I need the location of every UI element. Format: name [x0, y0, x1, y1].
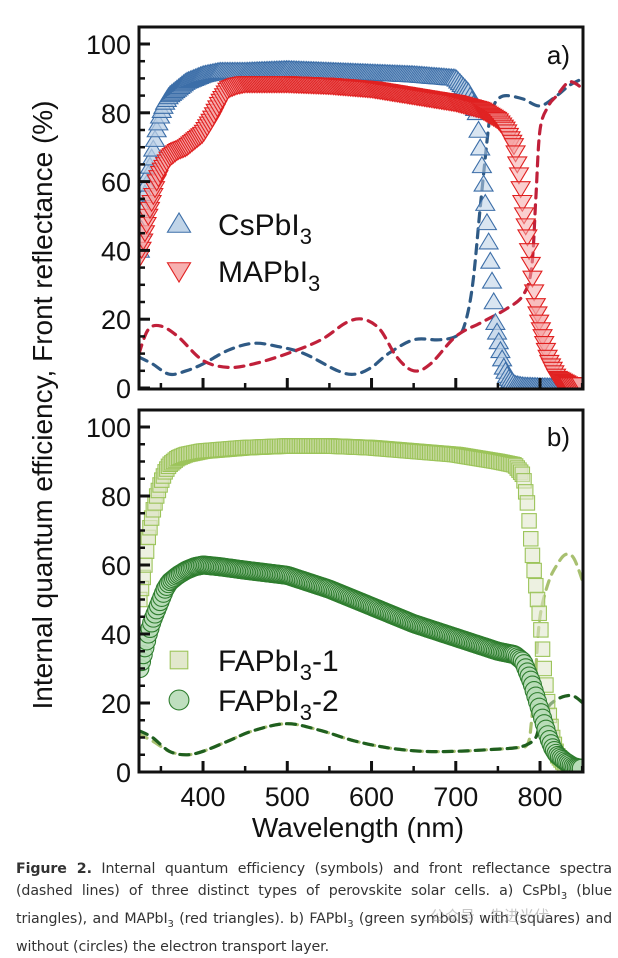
data-point	[139, 543, 155, 559]
data-point	[481, 271, 503, 289]
data-point	[511, 194, 533, 213]
reflectance-line	[139, 80, 583, 373]
y-axis-label: Internal quantum efficiency, Front refle…	[27, 100, 58, 709]
x-tick-label: 700	[433, 782, 478, 812]
data-point	[469, 138, 491, 156]
legend-marker	[168, 689, 190, 711]
data-point	[520, 256, 542, 275]
panel-b-label: b)	[547, 422, 570, 452]
data-point	[523, 531, 539, 547]
iqe-series	[139, 555, 583, 772]
x-tick-label: 500	[265, 782, 310, 812]
data-point	[570, 377, 583, 389]
figure: Internal quantum efficiency, Front refle…	[27, 25, 585, 843]
y-tick-label: 100	[86, 413, 131, 443]
y-tick-label: 60	[101, 551, 131, 581]
legend-label: FAPbI3-1	[218, 645, 339, 685]
y-tick-label: 40	[101, 236, 131, 266]
data-point	[571, 758, 583, 772]
data-point	[536, 660, 552, 677]
y-tick-label: 20	[101, 689, 131, 719]
data-point	[529, 591, 546, 608]
panel-b-frame	[137, 408, 585, 774]
data-point	[513, 207, 535, 225]
x-tick-label: 800	[518, 782, 563, 812]
y-tick-label: 80	[101, 99, 131, 129]
y-tick-label: 80	[101, 482, 131, 512]
data-point	[476, 212, 498, 231]
y-tick-label: 0	[116, 758, 131, 788]
watermark: 公众号 · 先进光伏	[430, 907, 550, 925]
y-tick-label: 100	[86, 30, 131, 60]
data-point	[522, 270, 543, 288]
legend-marker	[169, 650, 189, 670]
data-point	[506, 156, 528, 174]
panel-a-label: a)	[547, 40, 570, 70]
legend-label: MAPbI3	[218, 256, 320, 296]
legend-marker	[166, 211, 192, 233]
data-point	[471, 155, 493, 174]
data-point	[519, 495, 536, 511]
data-point	[508, 167, 530, 185]
data-point	[524, 547, 541, 564]
data-point	[478, 232, 500, 250]
data-point	[142, 139, 164, 157]
data-point	[473, 174, 495, 192]
iqe-series	[139, 76, 583, 389]
data-point	[534, 641, 551, 657]
data-point	[526, 562, 542, 579]
data-point	[528, 577, 544, 594]
x-tick-label: 600	[349, 782, 394, 812]
y-tick-label: 60	[101, 168, 131, 198]
caption-label: Figure 2.	[16, 861, 92, 877]
x-tick-label: 400	[180, 782, 225, 812]
data-point	[533, 622, 549, 638]
data-point	[144, 129, 166, 147]
data-point	[479, 251, 501, 269]
figure-caption: Figure 2. Internal quantum efficiency (s…	[16, 861, 612, 955]
data-point	[474, 193, 496, 211]
data-point	[505, 145, 527, 163]
panel-a: 0 20 40 60 80 100 a) CsPbI3 MAPbI3	[86, 25, 585, 404]
legend-label: FAPbI3-2	[218, 685, 339, 725]
data-point	[523, 284, 545, 302]
data-point	[531, 605, 547, 622]
data-point	[510, 181, 532, 199]
panel-a-legend: CsPbI3 MAPbI3	[166, 209, 320, 296]
data-point	[483, 291, 505, 310]
reflectance-line	[139, 76, 583, 377]
data-point	[518, 243, 540, 261]
y-tick-label: 0	[116, 374, 131, 404]
reflectance-line	[139, 693, 583, 757]
legend-label: CsPbI3	[218, 209, 312, 249]
iqe-series	[139, 59, 583, 389]
y-tick-label: 20	[101, 305, 131, 335]
data-point	[515, 218, 537, 236]
legend-marker	[166, 262, 192, 284]
x-axis-label: Wavelength (nm)	[252, 812, 464, 843]
data-point	[521, 513, 537, 529]
y-tick-label: 40	[101, 620, 131, 650]
data-point	[468, 120, 489, 138]
data-point	[516, 229, 538, 247]
panel-a-frame	[137, 25, 585, 391]
